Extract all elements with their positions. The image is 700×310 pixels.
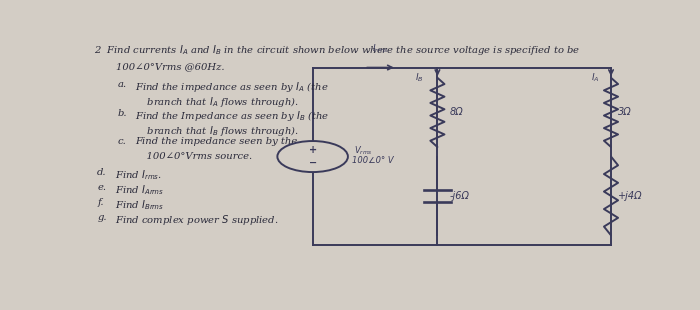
- Text: $V_{rms}$: $V_{rms}$: [354, 144, 373, 157]
- Text: b.: b.: [118, 109, 127, 118]
- Text: Find the impedance seen by the: Find the impedance seen by the: [134, 137, 297, 146]
- Text: Find the Impedance as seen by $I_B$ (the: Find the Impedance as seen by $I_B$ (the: [134, 109, 329, 123]
- Text: d.: d.: [97, 168, 107, 177]
- Text: −: −: [309, 158, 316, 168]
- Text: g.: g.: [97, 213, 107, 222]
- Text: 3Ω: 3Ω: [617, 107, 631, 117]
- Text: Find $I_{rms}$.: Find $I_{rms}$.: [115, 168, 162, 182]
- Text: 2  Find currents $I_A$ and $I_B$ in the circuit shown below where the source vol: 2 Find currents $I_A$ and $I_B$ in the c…: [94, 43, 580, 57]
- Text: $I_B$: $I_B$: [415, 72, 424, 84]
- Text: +j4Ω: +j4Ω: [617, 191, 642, 201]
- Text: Find $I_{Brms}$: Find $I_{Brms}$: [115, 198, 164, 212]
- Text: 100∠0°Vrms source.: 100∠0°Vrms source.: [134, 152, 252, 161]
- Text: +: +: [309, 145, 316, 155]
- Text: -j6Ω: -j6Ω: [449, 191, 469, 201]
- Text: $I_A$: $I_A$: [591, 72, 599, 84]
- Text: f.: f.: [97, 198, 104, 207]
- Text: e.: e.: [97, 183, 106, 192]
- Text: c.: c.: [118, 137, 126, 146]
- Text: branch that $I_B$ flows through).: branch that $I_B$ flows through).: [134, 124, 298, 138]
- Text: 8Ω: 8Ω: [449, 107, 463, 117]
- Text: $I_{rms}$: $I_{rms}$: [372, 42, 389, 55]
- Text: Find the impedance as seen by $I_A$ (the: Find the impedance as seen by $I_A$ (the: [134, 80, 328, 94]
- Text: 100∠0° V: 100∠0° V: [352, 156, 394, 165]
- Text: a.: a.: [118, 80, 127, 89]
- Text: 100∠0°Vrms @60Hz.: 100∠0°Vrms @60Hz.: [116, 62, 224, 71]
- Text: branch that $I_A$ flows through).: branch that $I_A$ flows through).: [134, 95, 298, 109]
- Text: Find complex power $S$ supplied.: Find complex power $S$ supplied.: [115, 213, 278, 227]
- Text: Find $I_{Arms}$: Find $I_{Arms}$: [115, 183, 164, 197]
